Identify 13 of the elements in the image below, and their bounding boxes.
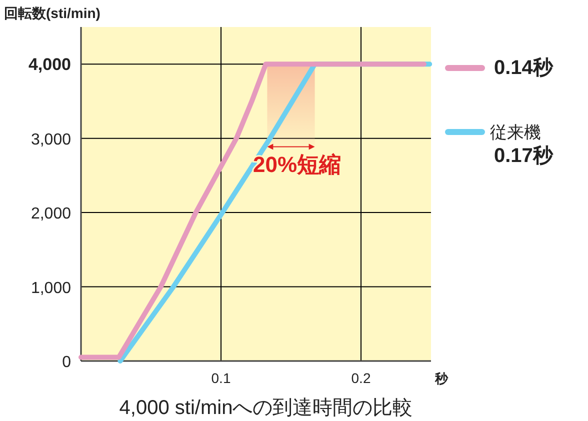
y-tick-label: 4,000 [28, 55, 71, 74]
legend-label: 0.14秒 [494, 57, 554, 79]
x-tick-label: 0.2 [351, 370, 371, 386]
y-tick-label: 2,000 [30, 206, 72, 223]
x-tick-label: 0.1 [211, 370, 231, 386]
y-tick-label: 3,000 [30, 131, 72, 148]
text: 4,000 sti/minへの到達時間の比較 [119, 397, 413, 419]
y-tick-label: 0 [62, 354, 72, 371]
x-axis-title: 秒 [434, 371, 449, 386]
y-axis-title: 回転数(sti/min) [4, 5, 100, 21]
y-tick-label: 1,000 [30, 280, 72, 297]
legend-label: 従来機 0.17秒 [490, 123, 554, 167]
annotation: 20%短縮 [252, 152, 342, 177]
